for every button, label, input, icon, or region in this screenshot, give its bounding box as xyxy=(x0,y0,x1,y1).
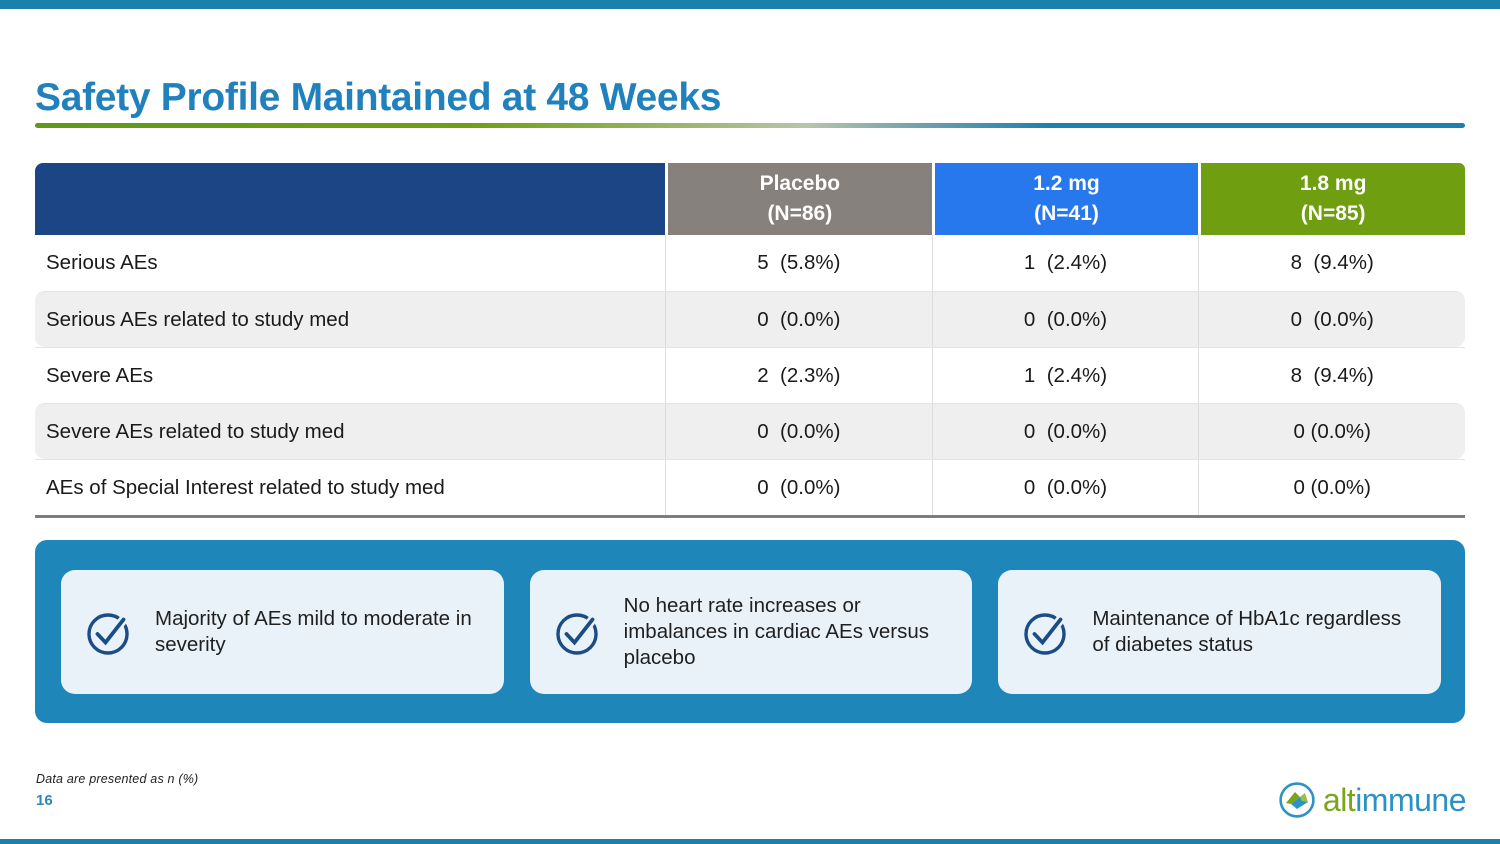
table-header-empty-cell xyxy=(35,163,665,235)
data-footnote: Data are presented as n (%) xyxy=(36,772,199,786)
key-finding-card: Maintenance of HbA1c regardless of diabe… xyxy=(998,570,1442,694)
key-finding-text: Maintenance of HbA1c regardless of diabe… xyxy=(1092,606,1402,656)
row-label: Serious AEs xyxy=(46,251,158,274)
table-header-cell-1-2-mg: 1.2 mg (N=41) xyxy=(934,163,1199,235)
logo-text-alt: alt xyxy=(1322,782,1356,818)
row-value-cell: 8 (9.4%) xyxy=(1198,235,1465,291)
row-value-cell: 0 (0.0%) xyxy=(665,404,932,459)
altimmune-wordmark: altimmune xyxy=(1322,782,1467,818)
key-finding-card: Majority of AEs mild to moderate in seve… xyxy=(61,570,504,694)
table-header-cell-1-8-mg: 1.8 mg (N=85) xyxy=(1201,163,1466,235)
table-row: Serious AEs 5 (5.8%) 1 (2.4%) 8 (9.4%) xyxy=(35,235,1465,291)
altimmune-logo: altimmune xyxy=(1278,781,1466,819)
row-value-cell: 0 (0.0%) xyxy=(1198,292,1465,347)
row-value-cell: 0 (0.0%) xyxy=(1198,460,1465,515)
key-finding-text: Majority of AEs mild to moderate in seve… xyxy=(155,606,472,656)
row-value-cell: 5 (5.8%) xyxy=(665,235,932,291)
row-value-cell: 8 (9.4%) xyxy=(1198,348,1465,403)
header-n-label: (N=85) xyxy=(1300,202,1366,225)
row-value-cell: 0 (0.0%) xyxy=(931,292,1199,347)
table-row: Severe AEs related to study med 0 (0.0%) 0… xyxy=(35,403,1465,459)
row-value-cell: 0 (0.0%) xyxy=(665,460,932,515)
row-label: Severe AEs related to study med xyxy=(46,419,345,443)
check-circle-icon xyxy=(555,613,598,655)
row-value-cell: 1 (2.4%) xyxy=(931,348,1199,403)
check-circle-icon xyxy=(1024,613,1067,655)
row-label: Severe AEs xyxy=(46,363,154,387)
row-value-cell: 0 (0.0%) xyxy=(931,404,1199,459)
title-underline-rule xyxy=(35,123,1465,128)
check-circle-icon xyxy=(87,613,129,655)
logo-text-immune: immune xyxy=(1355,782,1466,818)
top-accent-bar xyxy=(0,0,1500,9)
row-label: AEs of Special Interest related to study… xyxy=(46,475,445,499)
page-title: Safety Profile Maintained at 48 Weeks xyxy=(35,76,722,119)
header-dose-label: Placebo xyxy=(759,172,841,196)
check-circle-icon-wrap xyxy=(82,606,134,658)
page-number: 16 xyxy=(36,792,53,809)
table-row: AEs of Special Interest related to study… xyxy=(35,459,1465,515)
safety-table: Placebo (N=86) 1.2 mg (N=41) 1.8 mg (N=85) Se… xyxy=(35,163,1466,518)
table-body: Serious AEs 5 (5.8%) 1 (2.4%) 8 (9.4%) Serio… xyxy=(35,235,1465,518)
header-dose-label: 1.8 mg xyxy=(1299,172,1367,196)
key-finding-text: No heart rate increases or imbalances in… xyxy=(623,593,930,670)
row-value-cell: 2 (2.3%) xyxy=(665,348,932,403)
row-value-cell: 0 (0.0%) xyxy=(665,292,932,347)
table-header-row: Placebo (N=86) 1.2 mg (N=41) 1.8 mg (N=85) xyxy=(35,163,1466,235)
table-row: Serious AEs related to study med 0 (0.0%)… xyxy=(35,291,1465,347)
header-n-label: (N=41) xyxy=(1034,202,1099,225)
header-dose-label: 1.2 mg xyxy=(1033,172,1100,196)
row-value-cell: 1 (2.4%) xyxy=(931,235,1199,291)
row-label: Serious AEs related to study med xyxy=(46,307,350,331)
row-value-cell: 0 (0.0%) xyxy=(1198,404,1465,459)
check-circle-icon-wrap xyxy=(551,606,603,658)
table-row: Severe AEs 2 (2.3%) 1 (2.4%) 8 (9.4%) xyxy=(35,347,1465,403)
header-n-label: (N=86) xyxy=(767,202,833,225)
bottom-accent-bar xyxy=(0,839,1500,844)
key-finding-card: No heart rate increases or imbalances in… xyxy=(529,570,973,694)
key-findings-panel: Majority of AEs mild to moderate in seve… xyxy=(35,540,1465,723)
row-value-cell: 0 (0.0%) xyxy=(931,460,1199,515)
check-circle-icon-wrap xyxy=(1019,606,1071,658)
table-header-cell-placebo: Placebo (N=86) xyxy=(668,163,932,235)
altimmune-logo-icon xyxy=(1279,782,1315,818)
